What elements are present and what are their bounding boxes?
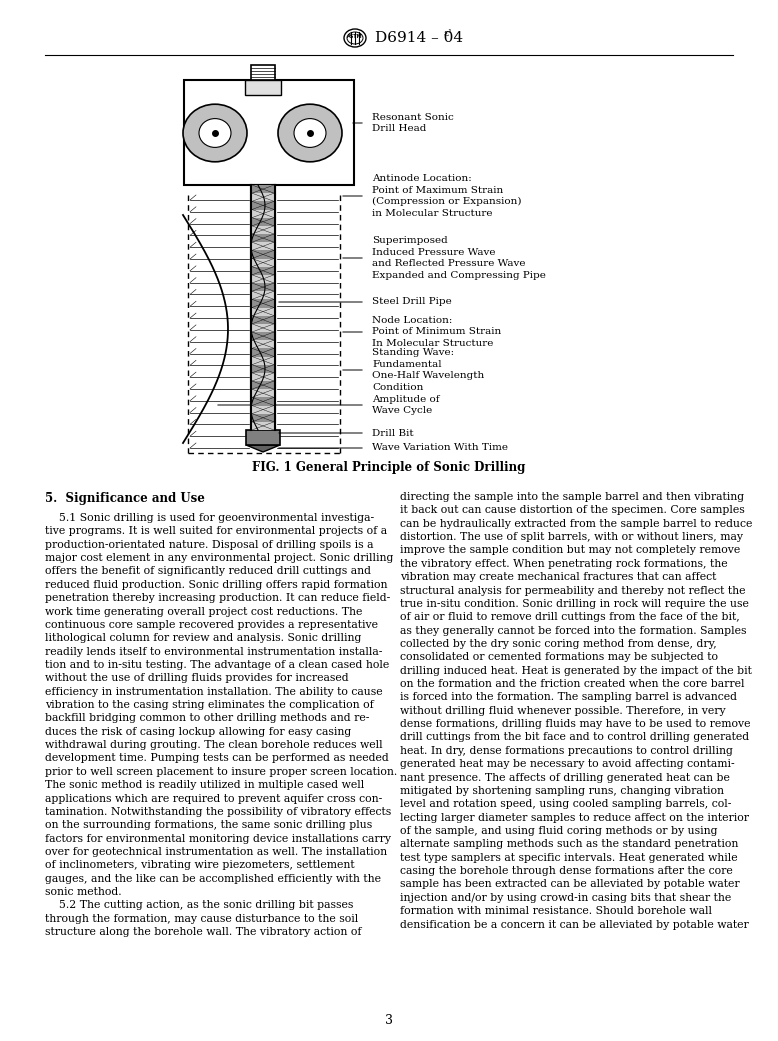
Bar	[252, 381, 274, 389]
Text: Drill Bit: Drill Bit	[372, 429, 414, 437]
Bar	[252, 243, 274, 250]
Bar	[252, 340, 274, 349]
Ellipse shape	[183, 104, 247, 161]
Bar	[252, 332, 274, 340]
Bar	[252, 194, 274, 201]
Bar	[252, 234, 274, 243]
Ellipse shape	[199, 119, 231, 148]
Ellipse shape	[278, 104, 342, 161]
Bar	[252, 185, 274, 194]
Bar	[252, 275, 274, 283]
Ellipse shape	[294, 119, 326, 148]
Text: 5.1 Sonic drilling is used for geoenvironmental investiga-
tive programs. It is : 5.1 Sonic drilling is used for geoenviro…	[45, 513, 398, 937]
Bar	[252, 209, 274, 218]
Text: Superimposed
Induced Pressure Wave
and Reflected Pressure Wave
Expanded and Comp: Superimposed Induced Pressure Wave and R…	[372, 236, 546, 280]
Text: Steel Drill Pipe: Steel Drill Pipe	[372, 298, 452, 306]
Bar	[252, 349, 274, 356]
Bar	[252, 201, 274, 209]
Bar	[252, 389, 274, 398]
Bar	[252, 406, 274, 413]
Bar	[252, 218, 274, 226]
Bar	[252, 266, 274, 275]
Bar	[245, 80, 281, 95]
Text: Node Location:
Point of Minimum Strain
In Molecular Structure: Node Location: Point of Minimum Strain I…	[372, 316, 501, 348]
Bar	[184, 80, 353, 185]
Text: ASTM: ASTM	[347, 33, 363, 39]
Text: D6914 – 04: D6914 – 04	[375, 31, 463, 45]
Bar	[251, 185, 275, 430]
Bar	[252, 422, 274, 430]
Text: Resonant Sonic
Drill Head: Resonant Sonic Drill Head	[372, 112, 454, 133]
Text: Standing Wave:
Fundamental
One-Half Wavelength
Condition: Standing Wave: Fundamental One-Half Wave…	[372, 349, 484, 391]
Bar	[252, 258, 274, 266]
Bar	[252, 356, 274, 364]
Bar	[252, 291, 274, 300]
Text: Antinode Location:
Point of Maximum Strain
(Compression or Expansion)
in Molecul: Antinode Location: Point of Maximum Stra…	[372, 174, 521, 218]
Bar	[246, 430, 280, 445]
Bar	[252, 364, 274, 373]
Bar	[252, 373, 274, 381]
Bar	[252, 315, 274, 324]
Bar	[252, 398, 274, 406]
Bar	[252, 324, 274, 332]
Polygon shape	[246, 445, 280, 452]
Text: directing the sample into the sample barrel and then vibrating
it back out can c: directing the sample into the sample bar…	[400, 492, 752, 930]
Bar	[252, 307, 274, 315]
Text: Amplitude of
Wave Cycle: Amplitude of Wave Cycle	[372, 395, 440, 415]
Text: Wave Variation With Time: Wave Variation With Time	[372, 443, 508, 453]
Bar	[252, 283, 274, 291]
Bar	[252, 226, 274, 234]
Bar	[251, 65, 275, 80]
Bar	[252, 300, 274, 307]
Text: FIG. 1 General Principle of Sonic Drilling: FIG. 1 General Principle of Sonic Drilli…	[252, 461, 526, 475]
Bar	[252, 250, 274, 258]
Bar	[252, 413, 274, 422]
Text: ε¹: ε¹	[444, 28, 453, 37]
Text: 3: 3	[385, 1014, 393, 1026]
Text: 5.  Significance and Use: 5. Significance and Use	[45, 492, 205, 505]
